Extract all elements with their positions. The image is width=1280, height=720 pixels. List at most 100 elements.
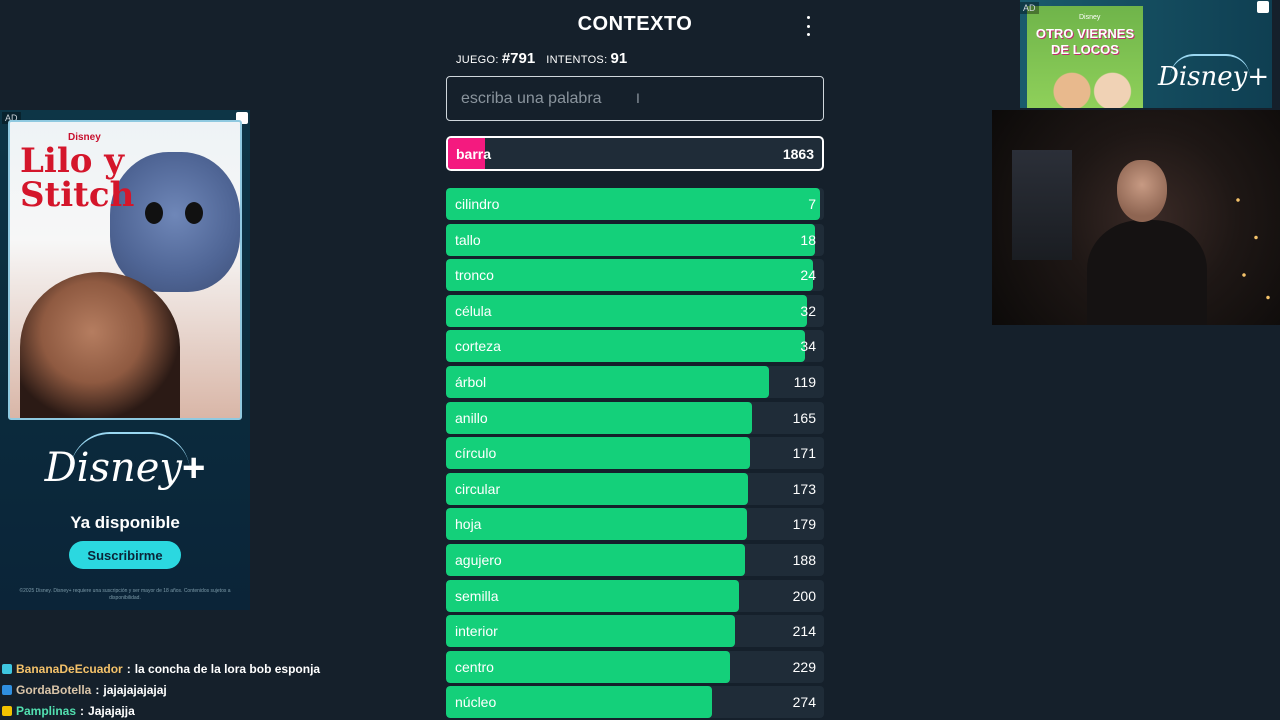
stitch-character	[110, 152, 240, 292]
guess-rank: 24	[800, 267, 816, 284]
guess-row: tallo 18	[446, 223, 824, 256]
poster-brand: Disney	[1079, 14, 1101, 21]
guess-rank: 229	[792, 658, 816, 675]
guess-rank: 32	[800, 302, 816, 319]
chat-username[interactable]: BananaDeEcuador	[16, 661, 123, 676]
guess-proximity-bar	[446, 365, 770, 398]
guess-rank: 200	[792, 587, 816, 604]
game-number: #791	[501, 50, 536, 67]
chat-badge-icon	[2, 663, 12, 674]
chat-message: Pamplinas: Jajajajja	[2, 700, 442, 720]
game-label: JUEGO:	[456, 54, 499, 66]
guess-row: circular 173	[446, 472, 824, 505]
guess-proximity-bar	[446, 579, 739, 612]
guess-rank: 171	[792, 445, 816, 462]
guess-proximity-bar	[446, 259, 813, 292]
ad-poster-lilo-stitch: Disney Lilo y Stitch	[8, 120, 242, 420]
guess-word: centro	[455, 658, 494, 675]
guess-row: interior 214	[446, 615, 824, 648]
streamer-head	[1117, 160, 1167, 222]
ad-right-disney[interactable]: Disney OTRO VIERNES DE LOCOS Disney+ AD	[1020, 0, 1272, 108]
ad-legal-text: ©2025 Disney. Disney+ requiere una suscr…	[19, 588, 231, 601]
guess-word: circular	[455, 480, 501, 497]
guess-word: anillo	[455, 409, 488, 426]
disney-plus-logo: Disney+	[44, 445, 206, 491]
contexto-game: CONTEXTO JUEGO: #791 INTENTOS: 91 I barr…	[446, 0, 826, 720]
guess-row: agujero 188	[446, 543, 824, 576]
text-cursor-icon: I	[636, 90, 640, 106]
string-lights	[1220, 170, 1280, 320]
ad-available-text: Ya disponible	[70, 513, 180, 532]
guess-row: círculo 171	[446, 437, 824, 470]
disney-arc-icon	[70, 432, 190, 472]
guess-rank: 34	[800, 338, 816, 355]
more-menu-icon[interactable]	[801, 16, 815, 36]
guess-list: cilindro 7 tallo 18 tronco 24 célula 32 corteza 3…	[446, 188, 824, 720]
chat-text: la concha de la lora bob esponja	[134, 661, 321, 676]
disney-arc-icon	[1170, 54, 1250, 78]
monitor-shape	[1012, 150, 1072, 260]
guess-row: anillo 165	[446, 401, 824, 434]
current-guess-rank: 1863	[782, 146, 814, 162]
girl-figure	[20, 272, 180, 418]
guess-word: cilindro	[455, 196, 500, 212]
guess-proximity-bar	[446, 437, 751, 470]
guess-word: interior	[455, 623, 498, 640]
poster-brand: Disney	[68, 132, 101, 143]
attempts-label: INTENTOS:	[546, 54, 608, 66]
guess-proximity-bar	[446, 472, 749, 505]
word-input[interactable]	[446, 76, 824, 121]
page-title: CONTEXTO	[577, 13, 693, 35]
guess-row: núcleo 274	[446, 686, 824, 719]
guess-rank: 179	[792, 516, 816, 533]
subscribe-button[interactable]: Suscribirme	[69, 541, 181, 569]
guess-rank: 18	[800, 231, 816, 248]
chat-separator: :	[126, 661, 131, 676]
guess-proximity-bar	[446, 223, 815, 256]
guess-proximity-bar	[446, 615, 736, 648]
guess-word: hoja	[455, 516, 482, 533]
stream-chat: BananaDeEcuador: la concha de la lora bob…	[2, 658, 442, 720]
disney-plus-logo: Disney+	[1158, 62, 1270, 92]
guess-word: semilla	[455, 587, 499, 604]
guess-word: árbol	[455, 373, 487, 390]
guess-row: hoja 179	[446, 508, 824, 541]
chat-username[interactable]: GordaBotella	[16, 682, 92, 697]
chat-badge-icon	[2, 684, 12, 695]
chat-text: jajajajajajaj	[103, 682, 167, 697]
ad-poster-otro-viernes: Disney OTRO VIERNES DE LOCOS	[1027, 6, 1143, 108]
guess-proximity-bar	[446, 188, 821, 220]
guess-word: corteza	[455, 338, 501, 355]
guess-rank: 274	[792, 694, 816, 711]
guess-proximity-bar	[446, 543, 745, 576]
guess-word: agujero	[455, 551, 502, 568]
chat-username[interactable]: Pamplinas	[16, 703, 77, 718]
chat-badge-icon	[2, 705, 12, 716]
guess-rank: 173	[792, 480, 816, 497]
attempts-count: 91	[610, 50, 628, 67]
guess-rank: 165	[792, 409, 816, 426]
guess-proximity-bar	[446, 401, 753, 434]
guess-row: célula 32	[446, 294, 824, 327]
guess-proximity-bar	[446, 686, 713, 719]
guess-proximity-bar	[446, 650, 730, 683]
ad-left-disney[interactable]: AD Disney Lilo y Stitch Disney+ Ya dispo…	[0, 110, 250, 610]
guess-word: célula	[455, 302, 492, 319]
guess-row: cilindro 7	[446, 188, 824, 220]
guess-row: centro 229	[446, 650, 824, 683]
current-guess-bar	[448, 138, 486, 169]
game-stats: JUEGO: #791 INTENTOS: 91	[456, 50, 635, 67]
guess-row: corteza 34	[446, 330, 824, 363]
poster-faces	[1045, 66, 1135, 108]
guess-word: tallo	[455, 231, 481, 248]
guess-rank: 214	[792, 623, 816, 640]
guess-row: semilla 200	[446, 579, 824, 612]
poster-title: Lilo y Stitch	[20, 141, 135, 215]
guess-rank: 119	[793, 373, 816, 390]
poster-title: OTRO VIERNES DE LOCOS	[1035, 26, 1135, 57]
guess-word: tronco	[455, 267, 494, 284]
chat-message: GordaBotella: jajajajajajaj	[2, 679, 442, 700]
guess-rank: 7	[808, 196, 816, 212]
guess-word: círculo	[455, 445, 497, 462]
ad-choices-icon[interactable]	[1257, 1, 1269, 13]
